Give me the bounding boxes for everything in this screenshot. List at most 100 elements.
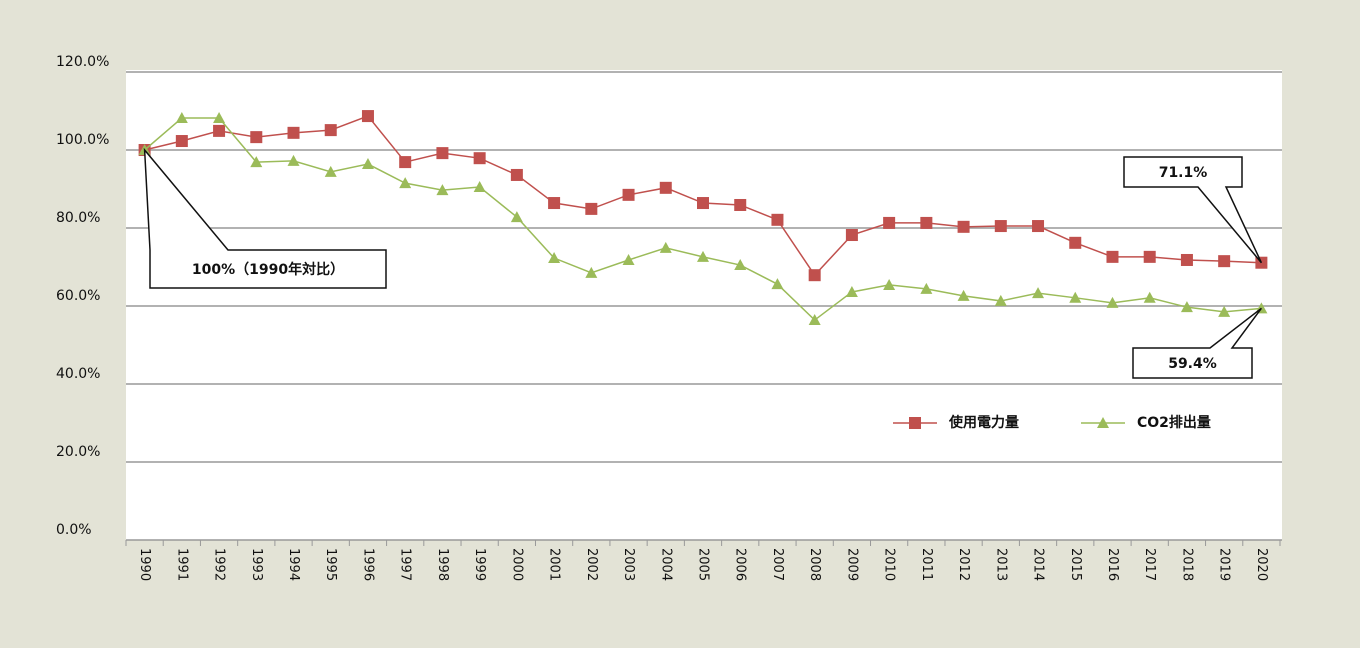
- point: [994, 220, 1007, 233]
- point: [399, 156, 412, 169]
- point: [324, 124, 337, 137]
- point: [734, 259, 747, 271]
- y-tick-label: 100.0%: [56, 132, 109, 148]
- point: [1032, 220, 1045, 233]
- point: [436, 184, 449, 196]
- x-tick-label: 2000: [509, 548, 524, 581]
- y-tick-label: 120.0%: [56, 54, 109, 70]
- point: [920, 216, 933, 229]
- x-tick-label: 2008: [807, 548, 822, 581]
- point: [361, 158, 374, 170]
- point: [510, 211, 523, 223]
- x-tick-label: 2010: [882, 548, 897, 581]
- point: [1106, 250, 1119, 263]
- x-tick-label: 2015: [1068, 548, 1083, 581]
- point: [622, 188, 635, 201]
- point: [1218, 255, 1231, 268]
- x-tick-label: 2012: [956, 548, 971, 581]
- y-tick-label: 0.0%: [56, 522, 92, 538]
- point: [957, 220, 970, 233]
- point: [548, 197, 561, 210]
- point: [697, 250, 709, 262]
- x-tick-label: 2003: [621, 548, 636, 581]
- point: [399, 177, 412, 189]
- x-tick-label: 2004: [658, 548, 673, 581]
- x-tick-label: 2014: [1031, 548, 1046, 581]
- x-tick-label: 2009: [844, 548, 859, 581]
- point: [697, 197, 709, 210]
- point: [845, 285, 858, 297]
- x-tick-label: 1998: [435, 548, 450, 581]
- x-tick-label: 2020: [1254, 548, 1269, 581]
- x-tick-label: 1996: [360, 548, 375, 581]
- point: [585, 202, 598, 215]
- y-tick-label: 40.0%: [56, 366, 100, 382]
- x-tick-label: 2017: [1142, 548, 1157, 581]
- x-tick-label: 2013: [993, 548, 1008, 581]
- x-tick-label: 2001: [547, 548, 562, 581]
- point: [250, 131, 263, 144]
- x-tick-label: 1990: [137, 548, 152, 581]
- legend-marker: [1097, 417, 1109, 428]
- point: [659, 181, 672, 194]
- point: [734, 198, 747, 211]
- x-tick-label: 1995: [323, 548, 338, 581]
- point: [548, 252, 561, 264]
- legend-label: CO2排出量: [1137, 414, 1211, 431]
- point: [994, 294, 1007, 306]
- point: [771, 213, 784, 226]
- point: [659, 241, 672, 253]
- x-tick-label: 2005: [696, 548, 711, 581]
- x-tick-label: 1999: [472, 548, 487, 581]
- callout-text: 71.1%: [1159, 165, 1208, 181]
- point: [585, 266, 598, 278]
- point: [1180, 301, 1193, 313]
- point: [361, 110, 374, 123]
- callout-box: [1132, 307, 1262, 379]
- point: [175, 112, 188, 124]
- x-tick-label: 2002: [584, 548, 599, 581]
- point: [883, 216, 896, 229]
- x-tick-label: 1997: [398, 548, 413, 581]
- point: [883, 278, 896, 290]
- point: [1143, 291, 1156, 303]
- point: [1180, 253, 1193, 266]
- point: [473, 152, 486, 165]
- point: [436, 147, 449, 160]
- legend-label: 使用電力量: [948, 414, 1019, 431]
- legend-marker: [909, 417, 921, 429]
- point: [622, 253, 635, 265]
- point: [287, 154, 300, 166]
- point: [473, 181, 486, 193]
- x-tick-label: 1993: [249, 548, 264, 581]
- point: [1069, 236, 1082, 249]
- point: [287, 126, 300, 139]
- x-tick-label: 2006: [733, 548, 748, 581]
- point: [920, 282, 933, 294]
- x-tick-label: 2007: [770, 548, 785, 581]
- x-tick-label: 1992: [212, 548, 227, 581]
- point: [1218, 305, 1231, 317]
- point: [1069, 291, 1082, 303]
- point: [175, 135, 188, 148]
- x-tick-label: 1994: [286, 548, 301, 581]
- point: [845, 229, 858, 242]
- callout-text: 100%（1990年対比）: [192, 261, 344, 278]
- y-tick-label: 80.0%: [56, 210, 100, 226]
- point: [250, 156, 263, 168]
- point: [771, 278, 784, 290]
- point: [324, 165, 337, 177]
- x-tick-label: 2016: [1105, 548, 1120, 581]
- point: [1106, 296, 1119, 308]
- point: [808, 269, 821, 282]
- callout-box: [1123, 156, 1263, 264]
- callout-text: 59.4%: [1168, 356, 1217, 372]
- point: [213, 124, 226, 137]
- x-tick-label: 2018: [1179, 548, 1194, 581]
- y-tick-label: 60.0%: [56, 288, 100, 304]
- point: [1032, 287, 1045, 299]
- point: [213, 112, 226, 124]
- y-tick-label: 20.0%: [56, 444, 100, 460]
- callout-box: [143, 147, 387, 289]
